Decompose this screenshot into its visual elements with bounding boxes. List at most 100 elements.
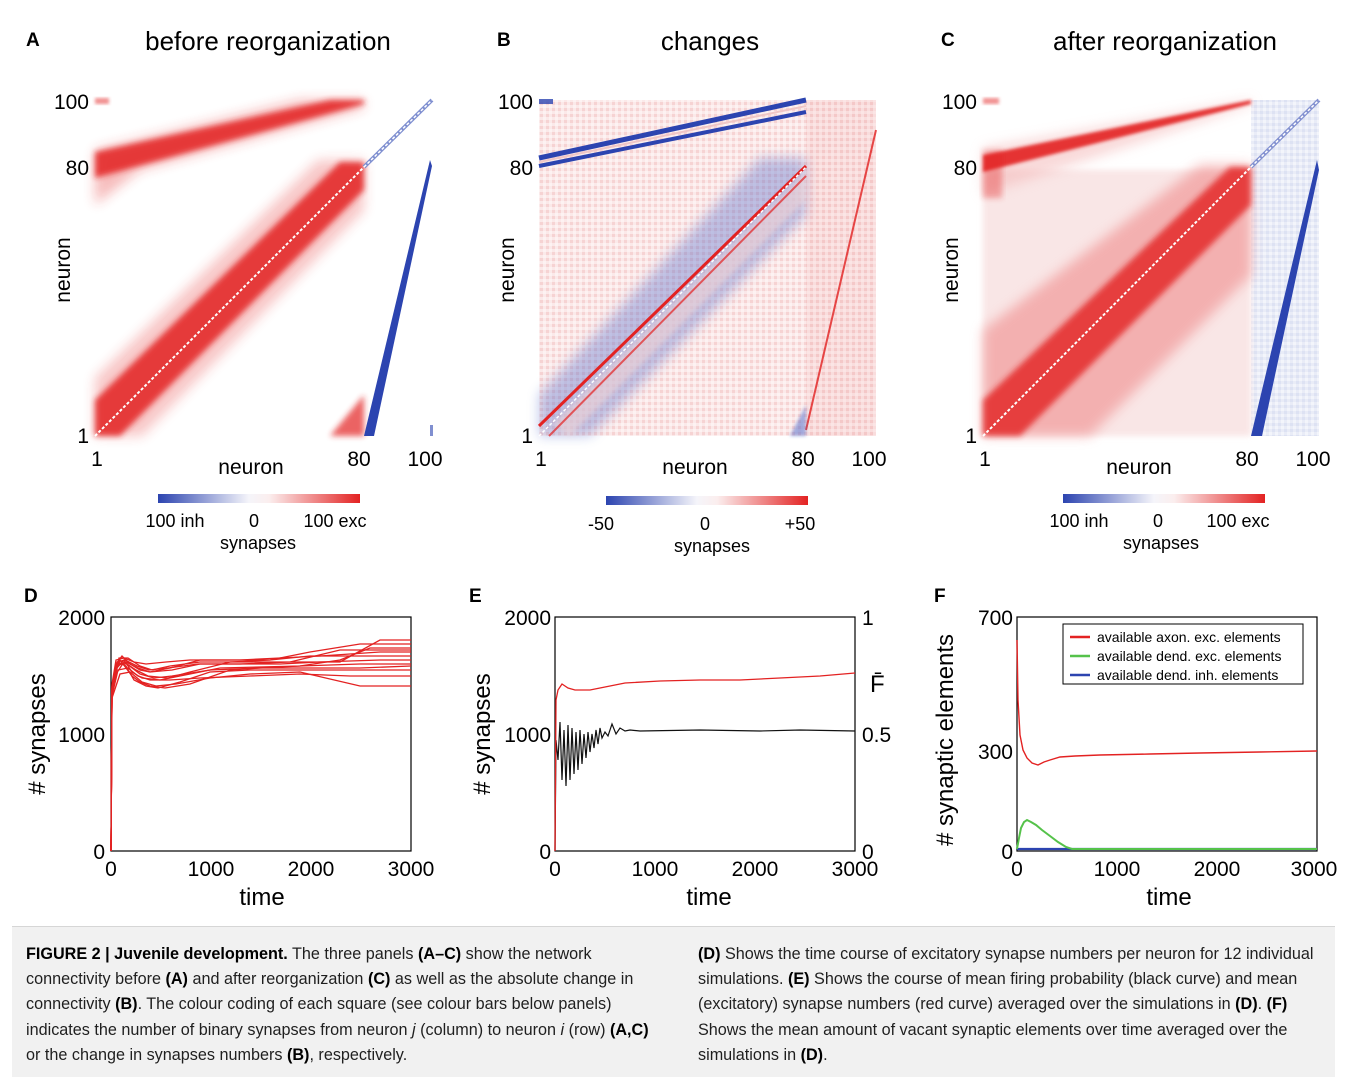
caption-left-run: (B) bbox=[286, 1045, 310, 1064]
panel-a-cbar-right: 100 exc bbox=[303, 511, 366, 531]
panel-b-cbar-left: -50 bbox=[588, 514, 614, 534]
panel-d-letter: D bbox=[24, 586, 38, 607]
panel-e-xtick-2000: 2000 bbox=[732, 858, 779, 881]
panel-d-xtick-1000: 1000 bbox=[188, 858, 235, 881]
panel-e-xlabel: time bbox=[686, 884, 731, 911]
panel-c-colorbar bbox=[1063, 494, 1265, 503]
panel-b: B changes neuron 100 80 1 1 80 100 bbox=[496, 26, 887, 556]
panel-f-xtick-2000: 2000 bbox=[1194, 858, 1241, 881]
panel-a-ytick-1: 1 bbox=[77, 425, 89, 448]
panel-f-xtick-0: 0 bbox=[1011, 858, 1023, 881]
panel-b-heatmap bbox=[537, 97, 877, 437]
panel-f-red-curve bbox=[1016, 639, 1318, 766]
panel-c-ytick-100: 100 bbox=[942, 91, 977, 114]
panel-f-ytick-700: 700 bbox=[978, 607, 1013, 630]
panel-c-title: after reorganization bbox=[1053, 26, 1277, 56]
panel-e-xtick-0: 0 bbox=[549, 858, 561, 881]
caption-left-run: FIGURE 2 | Juvenile development. bbox=[26, 945, 288, 963]
panel-a-title: before reorganization bbox=[145, 26, 391, 56]
panel-d-lines bbox=[110, 639, 412, 852]
panel-b-letter: B bbox=[497, 30, 511, 51]
caption-right-run: (D) bbox=[698, 945, 721, 963]
caption-right-run: . bbox=[1257, 995, 1267, 1014]
panel-d-ylabel: # synapses bbox=[24, 673, 51, 794]
panel-f-xtick-1000: 1000 bbox=[1094, 858, 1141, 881]
caption-box bbox=[12, 926, 1335, 1077]
caption-right-run: Shows the time course of excitatory syna… bbox=[698, 945, 1314, 989]
panel-f-green-curve bbox=[1016, 818, 1317, 850]
panel-d: D 2000 1000 0 0 1000 2000 3000 time # sy… bbox=[24, 586, 434, 911]
panel-b-ytick-1: 1 bbox=[521, 425, 533, 448]
panel-f-ylabel: # synaptic elements bbox=[932, 634, 959, 846]
caption-right-run: (F) bbox=[1266, 995, 1288, 1014]
panel-c-xtick-1: 1 bbox=[979, 448, 991, 471]
panel-f-ytick-0: 0 bbox=[1001, 841, 1013, 864]
panel-d-xtick-0: 0 bbox=[105, 858, 117, 881]
panel-c-cbar-left: 100 inh bbox=[1049, 511, 1108, 531]
panel-a-xlabel: neuron bbox=[218, 456, 283, 479]
panel-e-rtick-05: 0.5 bbox=[862, 724, 891, 747]
panel-a-xtick-100: 100 bbox=[407, 448, 442, 471]
panel-b-title: changes bbox=[661, 26, 759, 56]
caption-left-run: j bbox=[412, 1020, 416, 1039]
panel-b-xtick-80: 80 bbox=[791, 448, 814, 471]
caption-left-run: show the network connectivity before bbox=[26, 945, 592, 989]
panel-d-ytick-0: 0 bbox=[93, 841, 105, 864]
panel-b-cbar-label: synapses bbox=[674, 536, 750, 556]
caption-left-run: (A–C) bbox=[418, 945, 462, 963]
panel-b-cbar-right: +50 bbox=[785, 514, 816, 534]
panel-e-ytick-2000: 2000 bbox=[504, 607, 551, 630]
panel-a-colorbar bbox=[158, 494, 360, 503]
caption-left-run: (A) bbox=[165, 970, 188, 989]
caption-left-run: as well as the absolute change in connec… bbox=[26, 970, 634, 1014]
panel-e-ylabel: # synapses bbox=[469, 673, 496, 794]
caption-left-run: The three panels bbox=[287, 945, 418, 963]
panel-f-xlabel: time bbox=[1146, 884, 1191, 911]
panel-d-ytick-1000: 1000 bbox=[58, 724, 105, 747]
panel-e-ytick-0: 0 bbox=[539, 841, 551, 864]
panel-c-xtick-80: 80 bbox=[1235, 448, 1258, 471]
panel-a: A before reorganization neuron 100 80 1 … bbox=[26, 26, 443, 553]
caption-left-run: (A,C) bbox=[609, 1020, 649, 1039]
panel-b-ytick-80: 80 bbox=[510, 157, 533, 180]
panel-e-xtick-1000: 1000 bbox=[632, 858, 679, 881]
caption-right: (D) Shows the time course of excitatory … bbox=[698, 942, 1338, 1068]
panel-a-xtick-80: 80 bbox=[347, 448, 370, 471]
panel-f-xtick-3000: 3000 bbox=[1291, 858, 1338, 881]
panel-f-ytick-300: 300 bbox=[978, 741, 1013, 764]
caption-right-run: (D) bbox=[1235, 995, 1258, 1014]
panel-e-black-curve bbox=[554, 721, 856, 852]
caption-left-run: i bbox=[560, 1020, 565, 1039]
panel-f: F available axon. exc. elements availabl… bbox=[932, 586, 1337, 911]
caption-right-run: Shows the course of mean firing probabil… bbox=[698, 970, 1298, 1014]
caption-right-run: (D) bbox=[800, 1045, 824, 1064]
caption-left-run: (column) to neuron bbox=[415, 1020, 561, 1039]
panel-c-ytick-80: 80 bbox=[954, 157, 977, 180]
panel-a-letter: A bbox=[26, 30, 40, 51]
panel-e-letter: E bbox=[469, 586, 482, 607]
panel-d-ytick-2000: 2000 bbox=[58, 607, 105, 630]
panel-e-rtick-0: 0 bbox=[862, 841, 874, 864]
panel-e-ytick-1000: 1000 bbox=[504, 724, 551, 747]
panel-b-xtick-1: 1 bbox=[535, 448, 547, 471]
panel-c-cbar-mid: 0 bbox=[1153, 511, 1163, 531]
panel-e-rtick-1: 1 bbox=[862, 607, 874, 630]
panel-b-xtick-100: 100 bbox=[851, 448, 886, 471]
panel-a-ytick-100: 100 bbox=[54, 91, 89, 114]
caption-left-run: or the change in synapses numbers bbox=[26, 1045, 287, 1064]
panel-e-right-label: F̄ bbox=[870, 671, 885, 698]
caption-right-run: Shows the mean amount of vacant synaptic… bbox=[698, 1020, 1288, 1064]
panel-d-xtick-3000: 3000 bbox=[388, 858, 435, 881]
caption-left: FIGURE 2 | Juvenile development. The thr… bbox=[26, 942, 666, 1068]
panel-d-axes bbox=[110, 616, 412, 852]
panel-f-axes bbox=[1016, 616, 1318, 852]
panel-c-cbar-right: 100 exc bbox=[1206, 511, 1269, 531]
caption-right-run: . bbox=[823, 1045, 828, 1064]
panel-c-cbar-label: synapses bbox=[1123, 533, 1199, 553]
panel-c-letter: C bbox=[941, 30, 955, 51]
panel-c-xtick-100: 100 bbox=[1295, 448, 1330, 471]
caption-left-run: (row) bbox=[564, 1020, 610, 1039]
panel-b-colorbar bbox=[606, 496, 808, 505]
panel-c: C after reorganization neuron 100 80 1 1… bbox=[940, 26, 1331, 553]
